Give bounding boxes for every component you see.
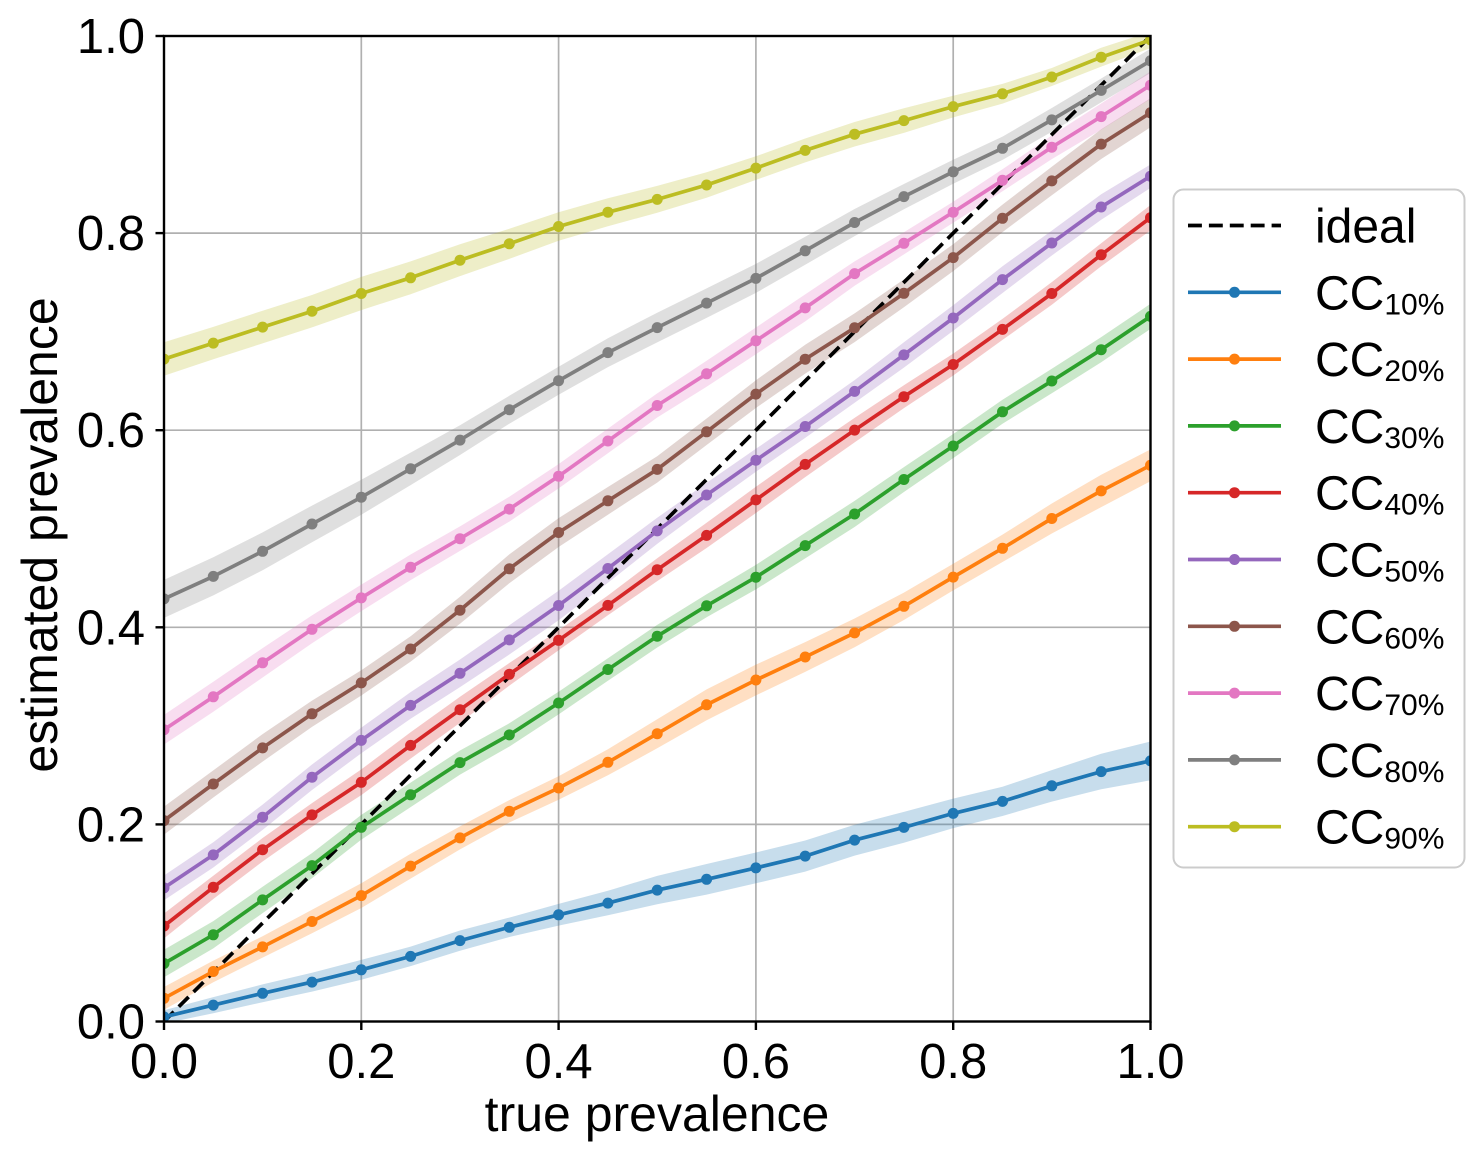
svg-text:CC90%: CC90%: [1315, 802, 1444, 856]
svg-text:1.0: 1.0: [77, 10, 145, 64]
svg-text:0.8: 0.8: [919, 1035, 987, 1089]
svg-text:CC70%: CC70%: [1315, 668, 1444, 722]
svg-text:CC60%: CC60%: [1315, 601, 1444, 655]
svg-text:1.0: 1.0: [1116, 1035, 1184, 1089]
svg-text:0.0: 0.0: [130, 1035, 198, 1089]
svg-text:0.0: 0.0: [77, 996, 145, 1050]
svg-text:0.2: 0.2: [77, 798, 145, 852]
svg-text:0.4: 0.4: [525, 1035, 593, 1089]
svg-text:estimated prevalence: estimated prevalence: [12, 297, 68, 772]
svg-text:0.8: 0.8: [77, 207, 145, 261]
svg-text:0.2: 0.2: [327, 1035, 395, 1089]
svg-text:0.4: 0.4: [77, 601, 145, 655]
svg-text:0.6: 0.6: [722, 1035, 790, 1089]
svg-text:0.6: 0.6: [77, 404, 145, 458]
svg-text:ideal: ideal: [1315, 201, 1416, 254]
svg-text:true prevalence: true prevalence: [485, 1086, 830, 1142]
